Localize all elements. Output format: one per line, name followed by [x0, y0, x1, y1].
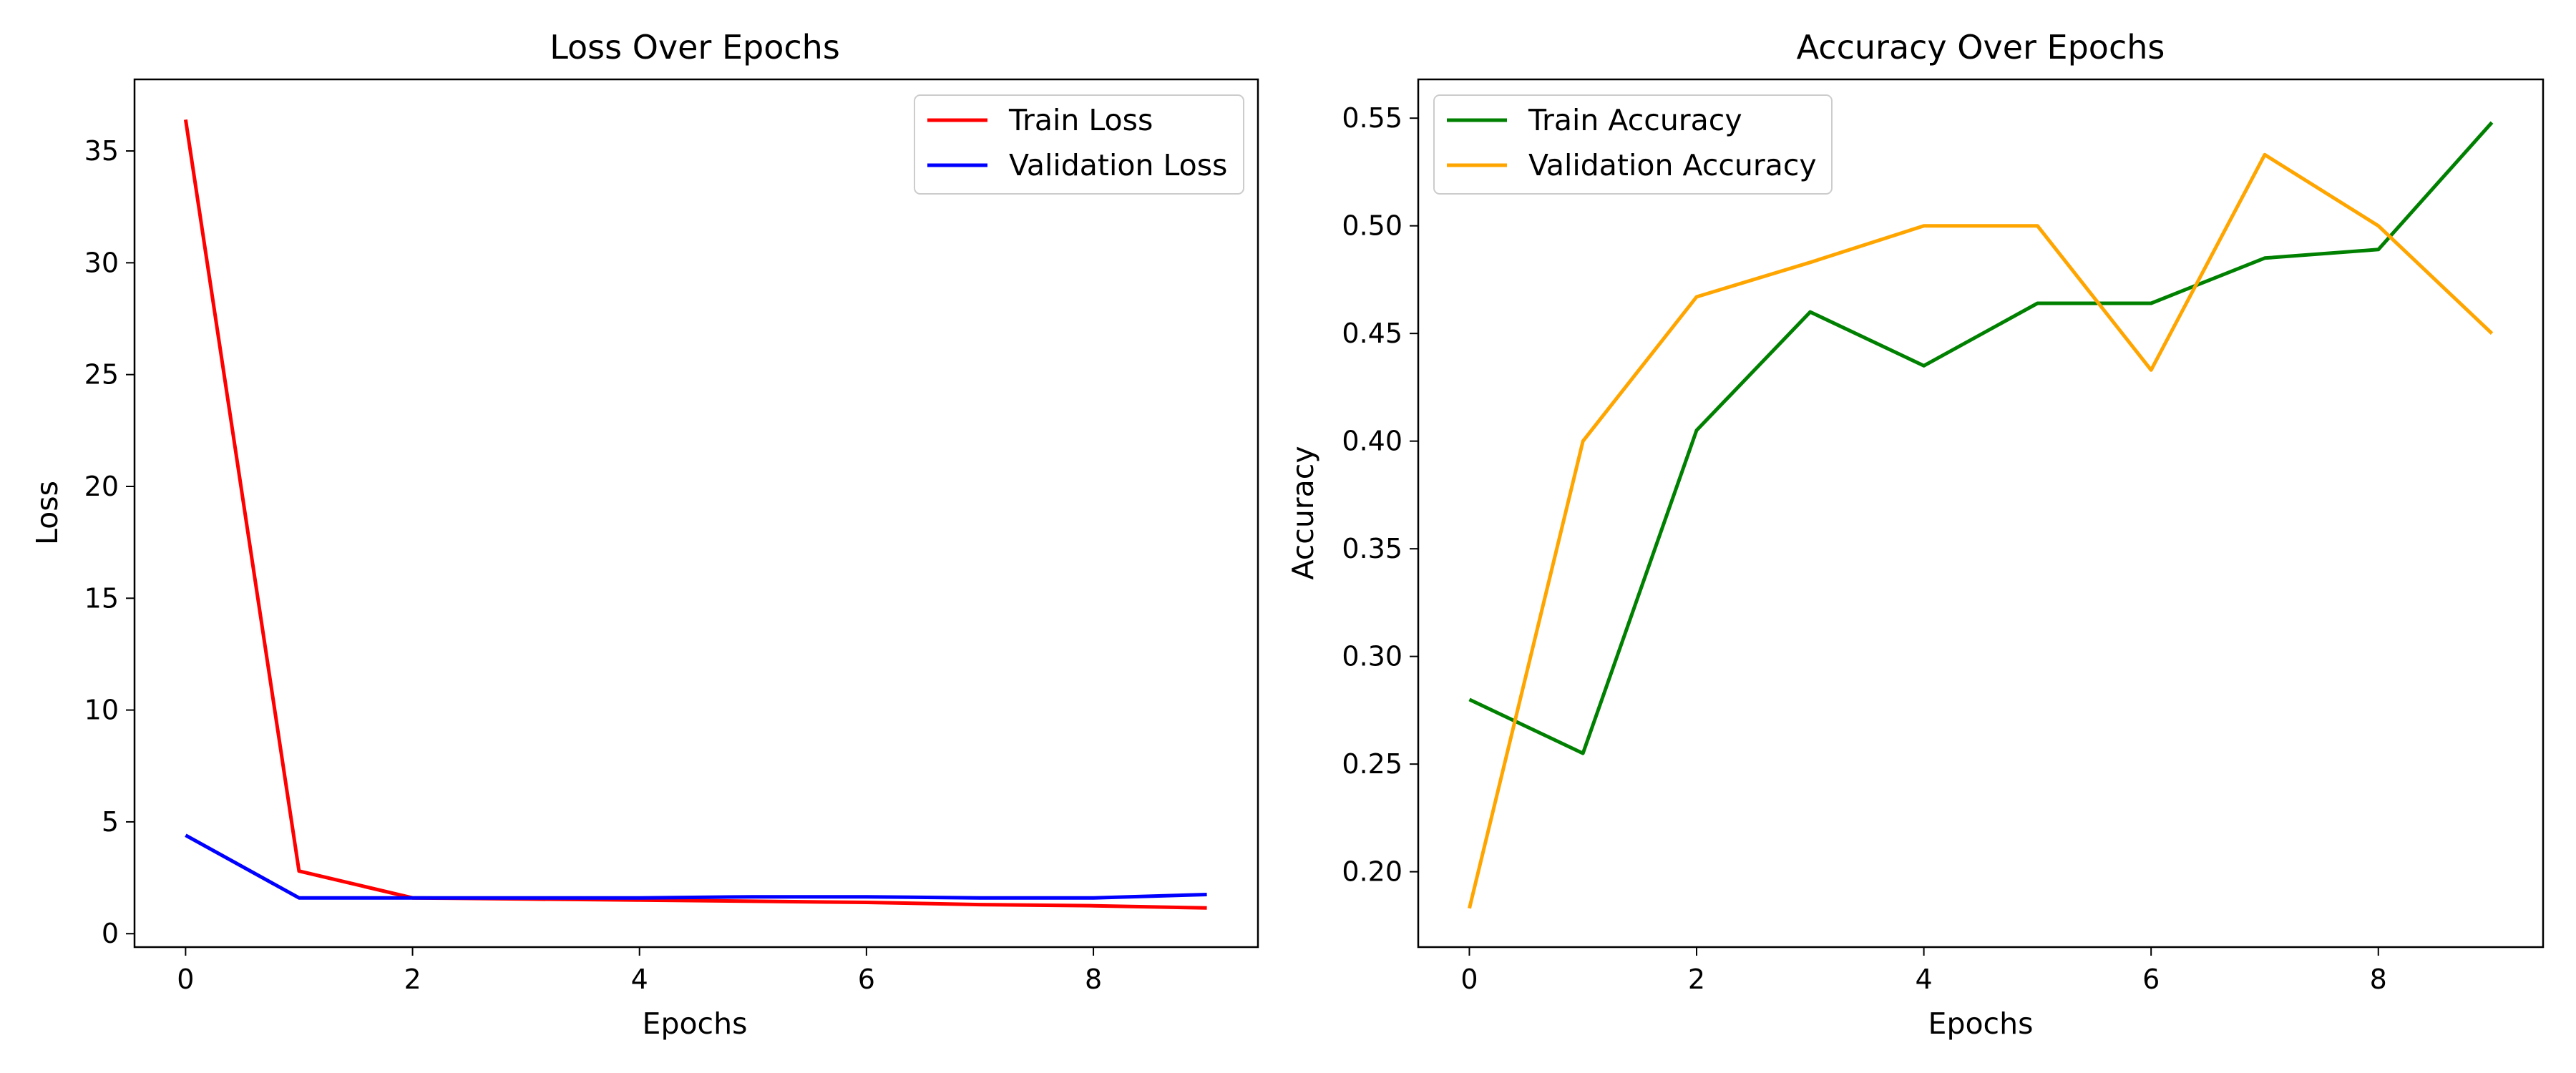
- accuracy-chart-series-line-2: [1468, 152, 2494, 909]
- accuracy-chart-title: Accuracy Over Epochs: [1797, 28, 2165, 67]
- accuracy-chart-y-tick-label: 0.25: [1342, 748, 1402, 780]
- loss-chart-y-ticks: 0 5 10 15 20 25 30 35: [84, 135, 135, 949]
- accuracy-chart-x-tick-label: 2: [1688, 964, 1705, 995]
- loss-chart-legend: Train Loss Validation Loss: [914, 94, 1244, 195]
- loss-chart-x-tick-label: 8: [1085, 964, 1102, 995]
- loss-chart-series-line-2: [185, 833, 1207, 900]
- accuracy-chart-x-ticks: 0 2 4 6 8: [1460, 947, 2387, 995]
- accuracy-chart-x-tick-label: 6: [2142, 964, 2160, 995]
- accuracy-chart-x-tick-label: 4: [1916, 964, 1933, 995]
- loss-chart-x-tick-label: 2: [404, 964, 421, 995]
- accuracy-chart-y-tick-label: 0.20: [1342, 856, 1402, 888]
- loss-chart-y-tick-label: 30: [84, 247, 119, 278]
- accuracy-chart-y-label: Accuracy: [1286, 446, 1320, 579]
- loss-chart-y-tick-label: 5: [102, 806, 119, 838]
- accuracy-chart-series-line-1: [1468, 121, 2494, 755]
- accuracy-chart-y-tick-label: 0.50: [1342, 210, 1402, 242]
- loss-chart-legend-label: Train Loss: [1008, 103, 1153, 137]
- loss-chart-x-tick-label: 4: [631, 964, 648, 995]
- accuracy-chart-x-tick-label: 8: [2370, 964, 2387, 995]
- loss-chart-y-tick-label: 35: [84, 135, 119, 167]
- accuracy-chart-legend: Train Accuracy Validation Accuracy: [1433, 94, 1833, 195]
- accuracy-chart-y-tick-label: 0.55: [1342, 102, 1402, 134]
- loss-chart-y-tick-label: 15: [84, 582, 119, 614]
- loss-chart-frame: [133, 78, 1259, 949]
- loss-chart-y-tick-label: 25: [84, 359, 119, 391]
- accuracy-chart-y-ticks: 0.20 0.25 0.30 0.35 0.40 0.45 0.50 0.55: [1342, 102, 1418, 888]
- loss-chart-marks: [183, 119, 1207, 910]
- loss-chart-legend-label: Validation Loss: [1009, 148, 1227, 182]
- accuracy-chart-legend-label: Validation Accuracy: [1528, 148, 1817, 182]
- loss-chart-legend-box: [914, 94, 1244, 195]
- loss-chart-x-tick-label: 0: [177, 964, 194, 995]
- accuracy-chart-legend-box: [1433, 94, 1833, 195]
- accuracy-chart-x-tick-label: 0: [1460, 964, 1478, 995]
- accuracy-chart-x-label: Epochs: [1928, 1006, 2034, 1041]
- accuracy-chart-frame: [1417, 78, 2545, 949]
- loss-chart-x-tick-label: 6: [858, 964, 875, 995]
- accuracy-chart-marks: [1468, 121, 2494, 909]
- loss-chart-y-tick-label: 20: [84, 471, 119, 502]
- loss-chart-series-line-1: [183, 119, 1207, 910]
- loss-chart: Loss Over Epochs 0 2 4 6 8 0 5 10 15 20 25 30 35 Ep…: [30, 28, 1259, 1041]
- accuracy-chart-y-tick-label: 0.35: [1342, 533, 1402, 564]
- loss-chart-y-tick-label: 0: [102, 918, 119, 949]
- loss-chart-y-label: Loss: [30, 481, 64, 545]
- accuracy-chart-y-tick-label: 0.40: [1342, 426, 1402, 457]
- loss-chart-x-label: Epochs: [643, 1006, 748, 1041]
- accuracy-chart-legend-label: Train Accuracy: [1528, 103, 1742, 137]
- loss-chart-title: Loss Over Epochs: [550, 28, 840, 67]
- loss-chart-x-ticks: 0 2 4 6 8: [177, 947, 1102, 995]
- loss-chart-y-tick-label: 10: [84, 695, 119, 726]
- accuracy-chart-y-tick-label: 0.30: [1342, 641, 1402, 672]
- accuracy-chart-y-tick-label: 0.45: [1342, 318, 1402, 349]
